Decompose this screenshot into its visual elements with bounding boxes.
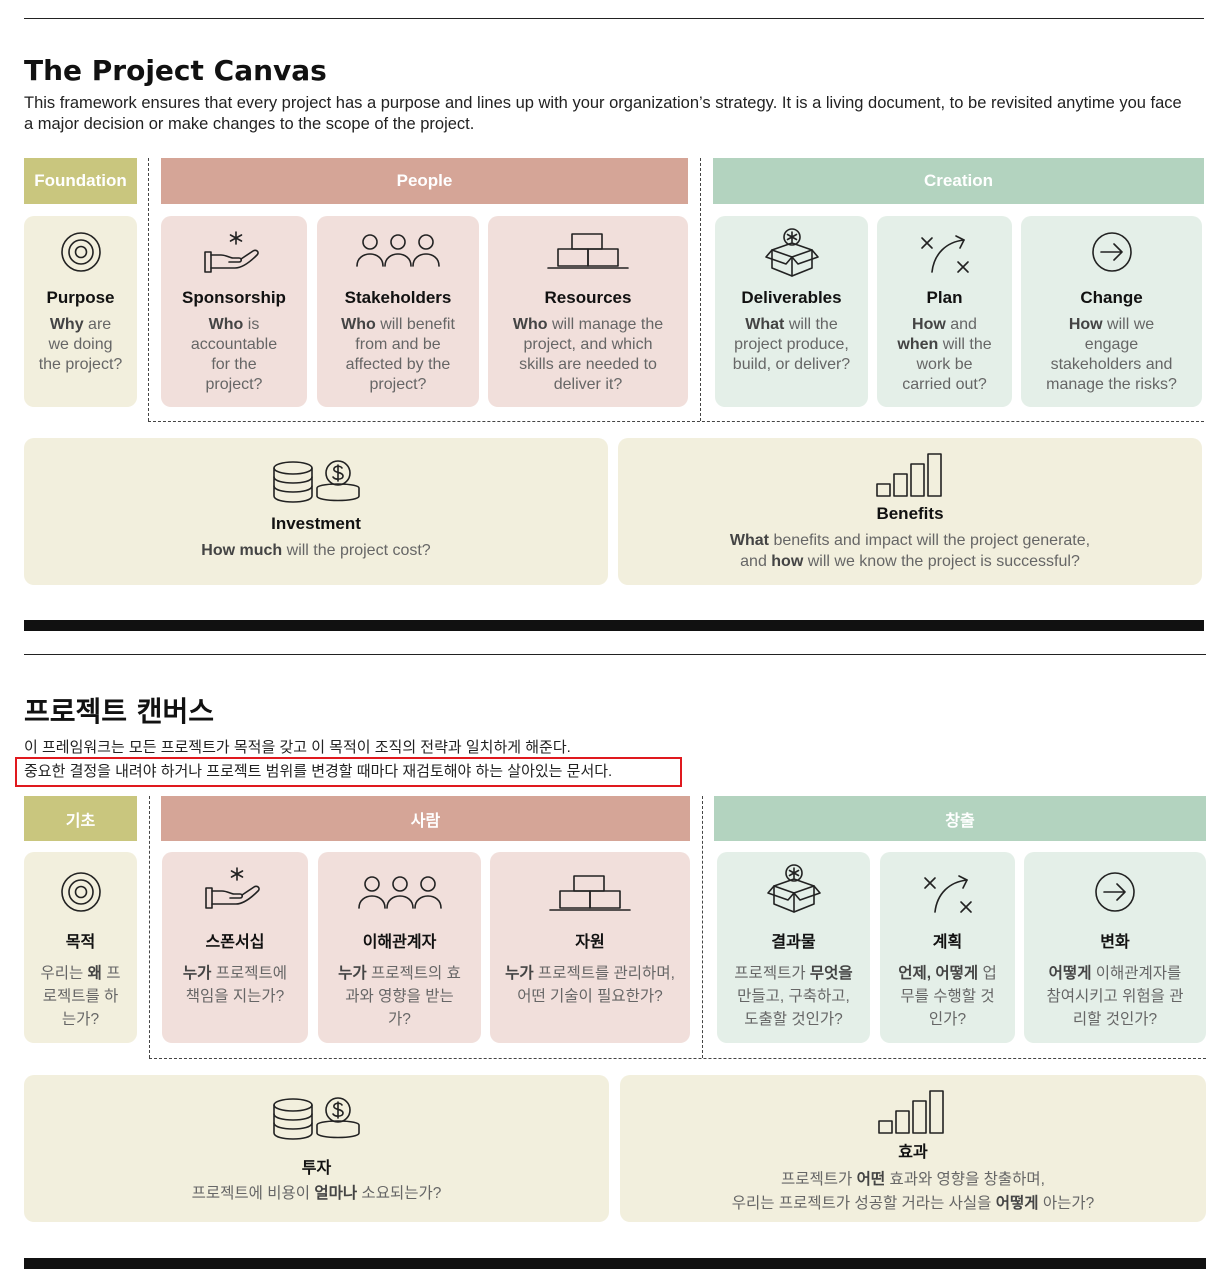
card-name: Plan xyxy=(926,288,963,307)
card-sponsorship: Sponsorship Who is accountable for the p… xyxy=(161,216,307,407)
header-creation: 창출 xyxy=(714,796,1206,841)
card-name: Investment xyxy=(271,514,361,533)
card-description: Why are we doing the project? xyxy=(38,316,123,373)
card-description: What will the project produce, build, or… xyxy=(732,316,851,373)
card-name: 투자 xyxy=(301,1160,332,1177)
card-name: Resources xyxy=(544,288,632,307)
hand-star-icon xyxy=(202,230,266,281)
card-name: 결과물 xyxy=(771,934,816,951)
card-description: How will we engage stakeholders and mana… xyxy=(1046,316,1177,393)
section-rule xyxy=(24,1258,1206,1269)
card-stakeholders: 이해관계자 누가 프로젝트의 효과와 영향을 받는가? xyxy=(318,852,481,1043)
card-name: Change xyxy=(1080,288,1143,307)
strategy-arrow-icon xyxy=(921,870,975,921)
card-description: 언제, 어떻게 업무를 수행할 것인가? xyxy=(898,965,997,1028)
arrow-circle-icon xyxy=(1090,230,1134,279)
card-deliverables: 결과물 프로젝트가 무엇을 만들고, 구축하고, 도출할 것인가? xyxy=(717,852,870,1043)
card-resources: 자원 누가 프로젝트를 관리하며, 어떤 기술이 필요한가? xyxy=(490,852,690,1043)
bar-chart-icon xyxy=(874,452,946,505)
coins-icon xyxy=(271,1095,361,1148)
card-resources: Resources Who will manage the project, a… xyxy=(488,216,688,407)
hand-star-icon xyxy=(203,866,267,917)
card-description: What benefits and impact will the projec… xyxy=(729,532,1091,570)
header-people: 사람 xyxy=(161,796,690,841)
card-change: 변화 어떻게 이해관계자를 참여시키고 위험을 관리할 것인가? xyxy=(1024,852,1206,1043)
card-name: 효과 xyxy=(898,1144,928,1161)
card-description: 프로젝트가 무엇을 만들고, 구축하고, 도출할 것인가? xyxy=(734,965,853,1028)
card-description: 누가 프로젝트에 책임을 지는가? xyxy=(182,965,288,1005)
header-people: People xyxy=(161,158,688,204)
divider-dashed xyxy=(148,421,1204,422)
divider-dashed xyxy=(702,796,703,1058)
box-star-icon xyxy=(762,226,822,283)
card-stakeholders: Stakeholders Who will benefit from and b… xyxy=(317,216,479,407)
coins-icon xyxy=(271,458,361,511)
header-foundation: 기초 xyxy=(24,796,137,841)
target-icon xyxy=(59,870,103,919)
strategy-arrow-icon xyxy=(918,230,972,281)
card-name: Purpose xyxy=(46,288,115,307)
card-name: Deliverables xyxy=(741,288,842,307)
intro-text-highlighted: 중요한 결정을 내려야 하거나 프로젝트 범위를 변경할 때마다 재검토해야 하… xyxy=(24,763,613,780)
card-description: How and when will the work be carried ou… xyxy=(897,316,992,393)
blocks-icon xyxy=(548,872,632,921)
card-description: 누가 프로젝트를 관리하며, 어떤 기술이 필요한가? xyxy=(505,965,675,1005)
card-description: 프로젝트가 어떤 효과와 영향을 창출하며, 우리는 프로젝트가 성공할 거라는 … xyxy=(731,1171,1095,1212)
card-name: 계획 xyxy=(932,934,963,951)
page-title: 프로젝트 캔버스 xyxy=(24,695,215,728)
card-description: How much will the project cost? xyxy=(201,542,431,559)
target-icon xyxy=(59,230,103,279)
card-benefits: Benefits What benefits and impact will t… xyxy=(618,438,1202,585)
card-name: Sponsorship xyxy=(182,288,286,307)
blocks-icon xyxy=(546,230,630,279)
divider-dashed xyxy=(148,158,149,421)
header-creation: Creation xyxy=(713,158,1204,204)
card-description: 누가 프로젝트의 효과와 영향을 받는가? xyxy=(338,965,461,1028)
card-description: 프로젝트에 비용이 얼마나 소요되는가? xyxy=(191,1185,442,1202)
card-purpose: 목적 우리는 왜 프로젝트를 하는가? xyxy=(24,852,137,1043)
card-name: 스폰서십 xyxy=(205,934,265,951)
divider-dashed xyxy=(149,796,150,1058)
card-name: 이해관계자 xyxy=(362,934,437,951)
section-rule xyxy=(24,620,1204,631)
card-change: Change How will we engage stakeholders a… xyxy=(1021,216,1202,407)
card-name: 변화 xyxy=(1100,934,1130,951)
card-deliverables: Deliverables What will the project produ… xyxy=(715,216,868,407)
box-star-icon xyxy=(764,862,824,919)
card-description: 우리는 왜 프로젝트를 하는가? xyxy=(40,965,121,1028)
card-purpose: Purpose Why are we doing the project? xyxy=(24,216,137,407)
highlight-box xyxy=(15,757,682,787)
arrow-circle-icon xyxy=(1093,870,1137,919)
bar-chart-icon xyxy=(876,1089,948,1142)
intro-text: This framework ensures that every projec… xyxy=(24,94,1182,133)
card-description: Who will benefit from and be affected by… xyxy=(341,316,455,393)
top-rule xyxy=(24,18,1204,19)
people-group-icon xyxy=(355,230,441,277)
card-investment: Investment How much will the project cos… xyxy=(24,438,608,585)
card-description: 어떻게 이해관계자를 참여시키고 위험을 관리할 것인가? xyxy=(1046,965,1184,1028)
card-plan: Plan How and when will the work be carri… xyxy=(877,216,1012,407)
page-title: The Project Canvas xyxy=(24,54,327,87)
card-name: Stakeholders xyxy=(344,288,452,307)
people-group-icon xyxy=(357,872,443,919)
card-sponsorship: 스폰서십 누가 프로젝트에 책임을 지는가? xyxy=(162,852,308,1043)
card-investment: 투자 프로젝트에 비용이 얼마나 소요되는가? xyxy=(24,1075,609,1222)
card-name: Benefits xyxy=(876,504,944,523)
card-name: 목적 xyxy=(65,934,96,951)
divider-dashed xyxy=(149,1058,1206,1059)
intro-text: 이 프레임워크는 모든 프로젝트가 목적을 갖고 이 목적이 조직의 전략과 일… xyxy=(24,739,571,756)
header-foundation: Foundation xyxy=(24,158,137,204)
top-rule xyxy=(24,654,1206,655)
card-name: 자원 xyxy=(575,934,605,951)
card-plan: 계획 언제, 어떻게 업무를 수행할 것인가? xyxy=(880,852,1015,1043)
card-description: Who is accountable for the project? xyxy=(190,316,278,393)
card-benefits: 효과 프로젝트가 어떤 효과와 영향을 창출하며, 우리는 프로젝트가 성공할 거… xyxy=(620,1075,1206,1222)
card-description: Who will manage the project, and which s… xyxy=(512,316,664,393)
divider-dashed xyxy=(700,158,701,421)
